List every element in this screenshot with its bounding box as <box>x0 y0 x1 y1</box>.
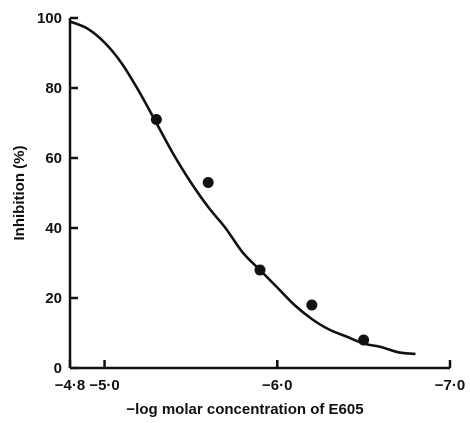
data-point <box>358 334 370 346</box>
y-tick-label: 0 <box>54 360 62 377</box>
fitted-curve-layer <box>69 20 416 356</box>
data-point <box>202 177 214 188</box>
x-tick-label: −5·0 <box>89 377 119 394</box>
x-tick-label: −7·0 <box>435 377 465 394</box>
y-tick-label: 100 <box>37 10 62 27</box>
data-point <box>306 299 318 311</box>
x-tick-label: −6·0 <box>262 377 292 394</box>
y-tick-label: 80 <box>45 80 62 97</box>
y-tick-label: 40 <box>45 220 62 237</box>
y-tick-label: 60 <box>45 150 62 167</box>
x-tick-label: −4·8 <box>55 377 85 394</box>
data-point <box>254 264 266 276</box>
data-points-layer <box>150 114 370 346</box>
data-point <box>150 114 162 125</box>
y-axis-title: Inhibition (%) <box>11 146 28 241</box>
x-axis-title: −log molar concentration of E605 <box>126 401 363 418</box>
y-tick-label: 20 <box>45 290 62 307</box>
axes: 0 20 40 60 80 100 −4·8 −5·0 −6·0 −7·0 <box>37 10 465 394</box>
fitted-curve <box>69 20 416 356</box>
